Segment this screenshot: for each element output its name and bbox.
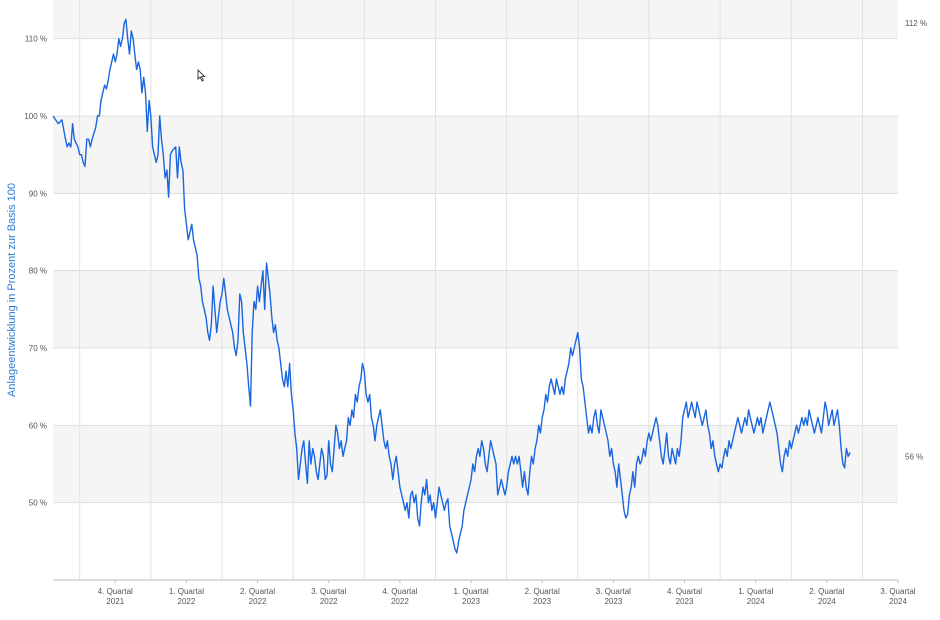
x-tick-label-quarter: 2. Quartal bbox=[525, 587, 560, 596]
x-tick-label-quarter: 3. Quartal bbox=[311, 587, 346, 596]
value-annotation: 112 % bbox=[905, 19, 927, 28]
y-tick-layer: 50 % 60 % 70 % 80 % 90 % 100 % 110 % bbox=[24, 35, 47, 508]
x-tick-label-quarter: 1. Quartal bbox=[453, 587, 488, 596]
x-tick-label-year: 2022 bbox=[320, 597, 338, 606]
grid-band bbox=[53, 38, 898, 116]
x-tick-label-quarter: 3. Quartal bbox=[880, 587, 915, 596]
x-tick-label-quarter: 4. Quartal bbox=[382, 587, 417, 596]
band-layer bbox=[53, 0, 898, 503]
grid-band bbox=[53, 348, 898, 426]
x-tick-label-quarter: 2. Quartal bbox=[809, 587, 844, 596]
y-tick-label: 70 % bbox=[29, 344, 47, 353]
x-tick-label-year: 2023 bbox=[533, 597, 551, 606]
x-tick-label-year: 2023 bbox=[462, 597, 480, 606]
y-axis-label: Anlageentwicklung in Prozent zur Basis 1… bbox=[6, 183, 18, 397]
y-tick-label: 90 % bbox=[29, 189, 47, 198]
x-tick-label-quarter: 2. Quartal bbox=[240, 587, 275, 596]
x-tick-label-quarter: 4. Quartal bbox=[667, 587, 702, 596]
x-tick-label-quarter: 4. Quartal bbox=[98, 587, 133, 596]
grid-band bbox=[53, 193, 898, 271]
series-line bbox=[52, 18, 851, 554]
x-tick-label-year: 2024 bbox=[818, 597, 836, 606]
x-tick-label-year: 2022 bbox=[391, 597, 409, 606]
x-tick-label-year: 2023 bbox=[604, 597, 622, 606]
x-tick-label-quarter: 3. Quartal bbox=[596, 587, 631, 596]
x-tick-label-year: 2024 bbox=[889, 597, 907, 606]
value-annotation: 56 % bbox=[905, 452, 923, 461]
y-tick-label: 80 % bbox=[29, 267, 47, 276]
y-tick-label: 60 % bbox=[29, 421, 47, 430]
annotation-layer: 112 % 56 % bbox=[905, 19, 927, 461]
grid-band bbox=[53, 0, 898, 39]
x-tick-label-year: 2022 bbox=[178, 597, 196, 606]
x-tick-label-quarter: 1. Quartal bbox=[738, 587, 773, 596]
grid-band bbox=[53, 116, 898, 194]
y-tick-label: 50 % bbox=[29, 499, 47, 508]
x-tick-label-quarter: 1. Quartal bbox=[169, 587, 204, 596]
hgrid-layer bbox=[53, 38, 898, 504]
y-tick-label: 100 % bbox=[24, 112, 47, 121]
x-tick-label-year: 2021 bbox=[106, 597, 124, 606]
vgrid-layer bbox=[79, 0, 863, 580]
x-tick-label-year: 2024 bbox=[747, 597, 765, 606]
mouse-cursor-icon bbox=[197, 69, 206, 82]
x-tick-label-year: 2023 bbox=[676, 597, 694, 606]
y-tick-label: 110 % bbox=[25, 35, 47, 44]
grid-band bbox=[53, 270, 898, 348]
x-tick-label-year: 2022 bbox=[249, 597, 267, 606]
series-layer bbox=[52, 18, 851, 554]
